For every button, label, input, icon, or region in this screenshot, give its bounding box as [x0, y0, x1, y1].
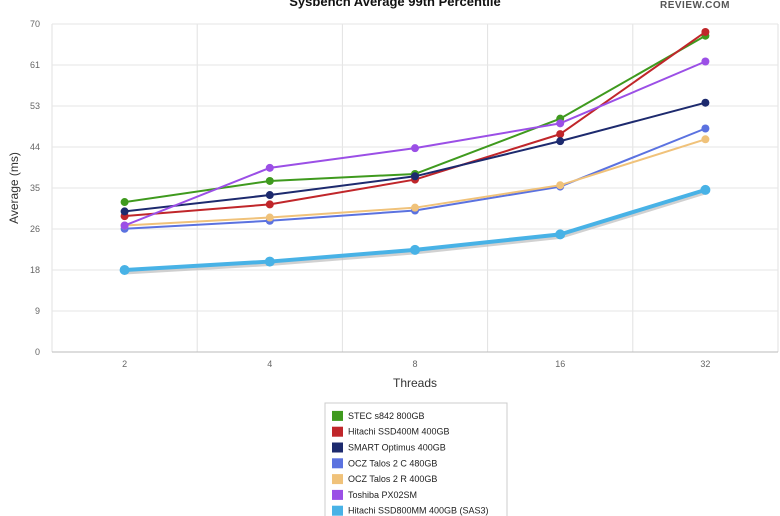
legend-swatch [332, 489, 343, 500]
y-tick-label: 53 [30, 101, 40, 111]
data-point [265, 213, 274, 222]
data-point [411, 172, 419, 181]
legend-label: OCZ Talos 2 R 400GB [348, 474, 437, 484]
series-4 [120, 135, 710, 230]
data-point [701, 135, 710, 144]
series-5 [120, 57, 710, 230]
legend-swatch [332, 505, 343, 516]
data-point [411, 144, 419, 153]
data-point [411, 203, 419, 212]
data-point [265, 191, 274, 200]
data-point [265, 163, 274, 172]
data-point [701, 27, 710, 36]
data-point [701, 57, 710, 66]
data-point [120, 198, 129, 207]
x-tick-label: 32 [700, 359, 710, 369]
x-axis-label: Threads [393, 376, 437, 390]
data-point [701, 124, 710, 133]
y-axis-label: Average (ms) [7, 152, 21, 224]
data-point [556, 130, 565, 139]
y-tick-label: 18 [30, 265, 40, 275]
logo-text: REVIEW.COM [660, 0, 730, 11]
data-point [265, 176, 274, 185]
legend-swatch [332, 410, 343, 421]
data-point [556, 181, 565, 190]
data-point [265, 200, 274, 209]
data-point [556, 137, 565, 146]
data-point [700, 184, 711, 195]
series-group [119, 27, 711, 275]
legend-label: STEC s842 800GB [348, 411, 425, 421]
y-tick-label: 26 [30, 224, 40, 234]
data-point [556, 119, 565, 128]
legend: STEC s842 800GB Hitachi SSD400M 400GB SMAR… [324, 402, 508, 516]
y-tick-label: 35 [30, 183, 40, 193]
x-tick-label: 4 [267, 359, 272, 369]
data-point [119, 265, 130, 275]
series-6 [119, 184, 711, 275]
data-point [555, 229, 566, 240]
legend-swatch [332, 474, 343, 485]
legend-swatch [332, 458, 343, 469]
x-tick-label: 16 [555, 359, 565, 369]
series-2 [120, 98, 710, 216]
legend-box [324, 402, 508, 516]
data-point [120, 207, 129, 216]
chart-title: Sysbench Average 99th Percentile [289, 0, 500, 9]
legend-label: Toshiba PX02SM [348, 490, 417, 500]
data-point [264, 256, 275, 267]
legend-swatch [332, 442, 343, 453]
y-tick-label: 44 [30, 142, 40, 152]
y-tick-label: 61 [30, 60, 40, 70]
logo: REVIEW.COM [660, 0, 730, 11]
y-tick-label: 70 [30, 19, 40, 29]
legend-label: OCZ Talos 2 C 480GB [348, 458, 437, 468]
legend-label: Hitachi SSD400M 400GB [348, 427, 450, 437]
legend-label: SMART Optimus 400GB [348, 443, 446, 453]
legend-label: Hitachi SSD800MM 400GB (SAS3) [348, 506, 489, 516]
data-point [701, 98, 710, 107]
legend-swatch [332, 426, 343, 437]
data-point [120, 221, 129, 230]
y-tick-label: 0 [35, 347, 40, 357]
y-tick-label: 9 [35, 306, 40, 316]
x-tick-label: 8 [412, 359, 417, 369]
y-axis-ticks: 0 9 18 26 35 44 53 61 70 [30, 19, 40, 357]
x-axis-ticks: 2 4 8 16 32 [122, 359, 710, 369]
x-tick-label: 2 [122, 359, 127, 369]
data-point [410, 244, 420, 255]
